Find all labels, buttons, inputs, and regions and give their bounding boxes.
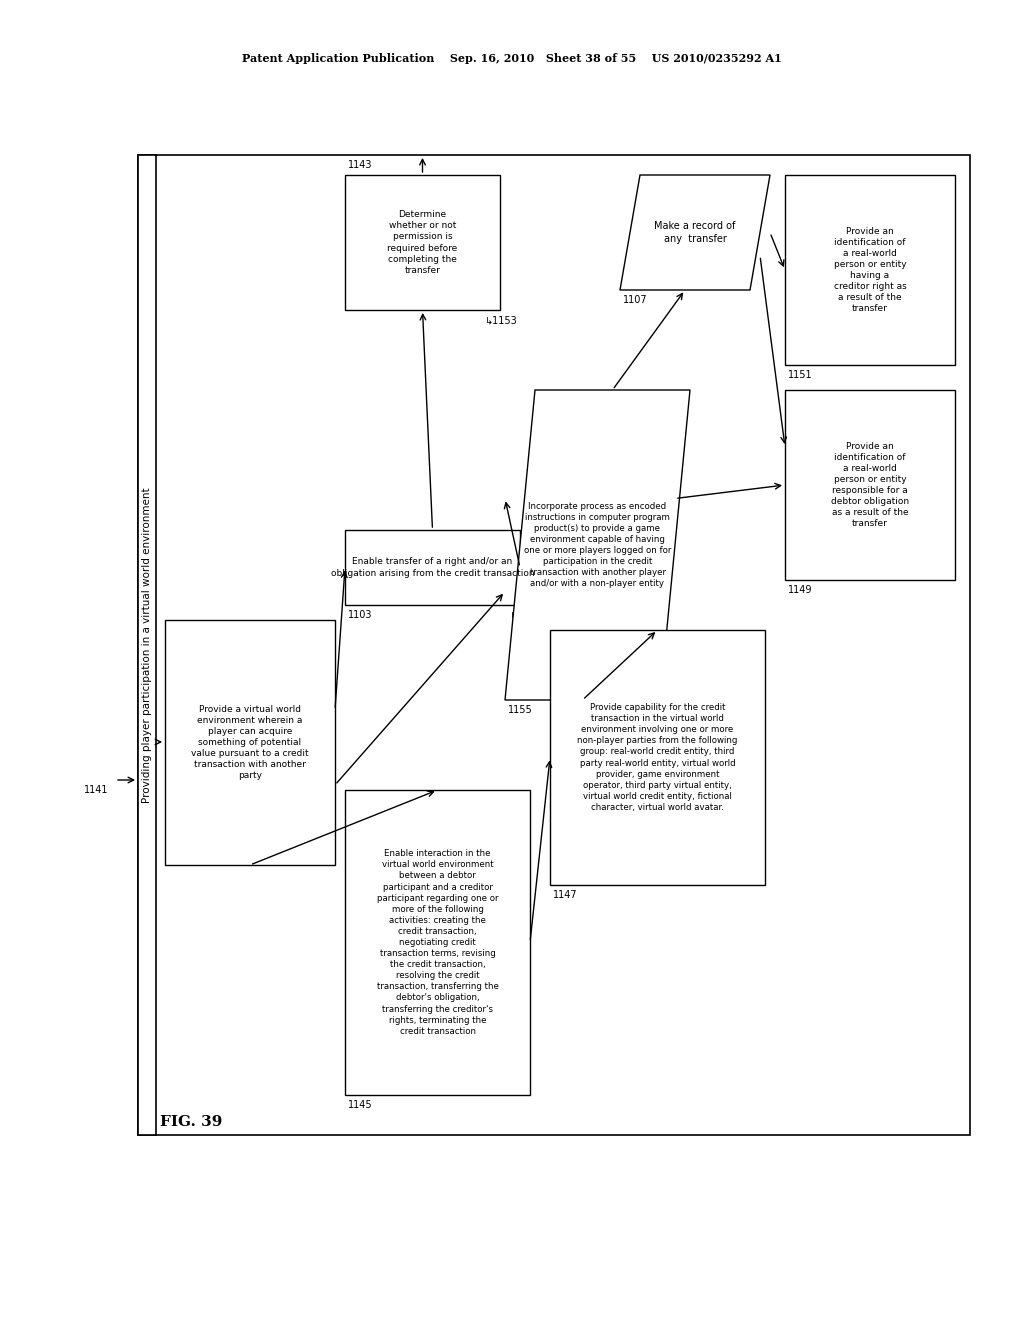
Text: 1151: 1151: [788, 370, 813, 380]
Text: 1103: 1103: [348, 610, 373, 620]
Text: Make a record of
any  transfer: Make a record of any transfer: [654, 222, 735, 244]
Text: 1141: 1141: [84, 785, 108, 795]
Text: Provide an
identification of
a real-world
person or entity
having a
creditor rig: Provide an identification of a real-worl…: [834, 227, 906, 313]
Text: Provide an
identification of
a real-world
person or entity
responsible for a
deb: Provide an identification of a real-worl…: [830, 442, 909, 528]
Text: FIG. 39: FIG. 39: [160, 1115, 222, 1129]
Text: Determine
whether or not
permission is
required before
completing the
transfer: Determine whether or not permission is r…: [387, 210, 458, 275]
Bar: [550, 630, 765, 884]
Bar: [138, 154, 970, 1135]
Text: Provide capability for the credit
transaction in the virtual world
environment i: Provide capability for the credit transa…: [578, 704, 737, 812]
Text: Enable interaction in the
virtual world environment
between a debtor
participant: Enable interaction in the virtual world …: [377, 849, 499, 1036]
Text: 1155: 1155: [508, 705, 532, 715]
Text: 1143: 1143: [348, 160, 373, 170]
Text: 1147: 1147: [553, 890, 578, 900]
Text: 1145: 1145: [348, 1100, 373, 1110]
Text: Providing player participation in a virtual world environment: Providing player participation in a virt…: [142, 487, 152, 803]
Text: ↳1153: ↳1153: [485, 315, 518, 325]
Bar: [785, 176, 955, 366]
Text: Enable transfer of a right and/or an
obligation arising from the credit transact: Enable transfer of a right and/or an obl…: [331, 557, 535, 578]
Text: 1107: 1107: [623, 294, 647, 305]
Bar: [345, 531, 520, 605]
Bar: [785, 389, 955, 579]
Text: Incorporate process as encoded
instructions in computer program
product(s) to pr: Incorporate process as encoded instructi…: [524, 502, 671, 589]
Text: ↳1105: ↳1105: [510, 610, 543, 620]
Polygon shape: [505, 389, 690, 700]
Bar: [345, 789, 530, 1096]
Text: Patent Application Publication    Sep. 16, 2010   Sheet 38 of 55    US 2010/0235: Patent Application Publication Sep. 16, …: [242, 53, 782, 63]
Text: Provide a virtual world
environment wherein a
player can acquire
something of po: Provide a virtual world environment wher…: [191, 705, 309, 780]
Bar: [138, 154, 156, 1135]
Text: 1149: 1149: [788, 585, 812, 595]
Bar: [345, 176, 500, 310]
Bar: [165, 620, 335, 865]
Polygon shape: [620, 176, 770, 290]
